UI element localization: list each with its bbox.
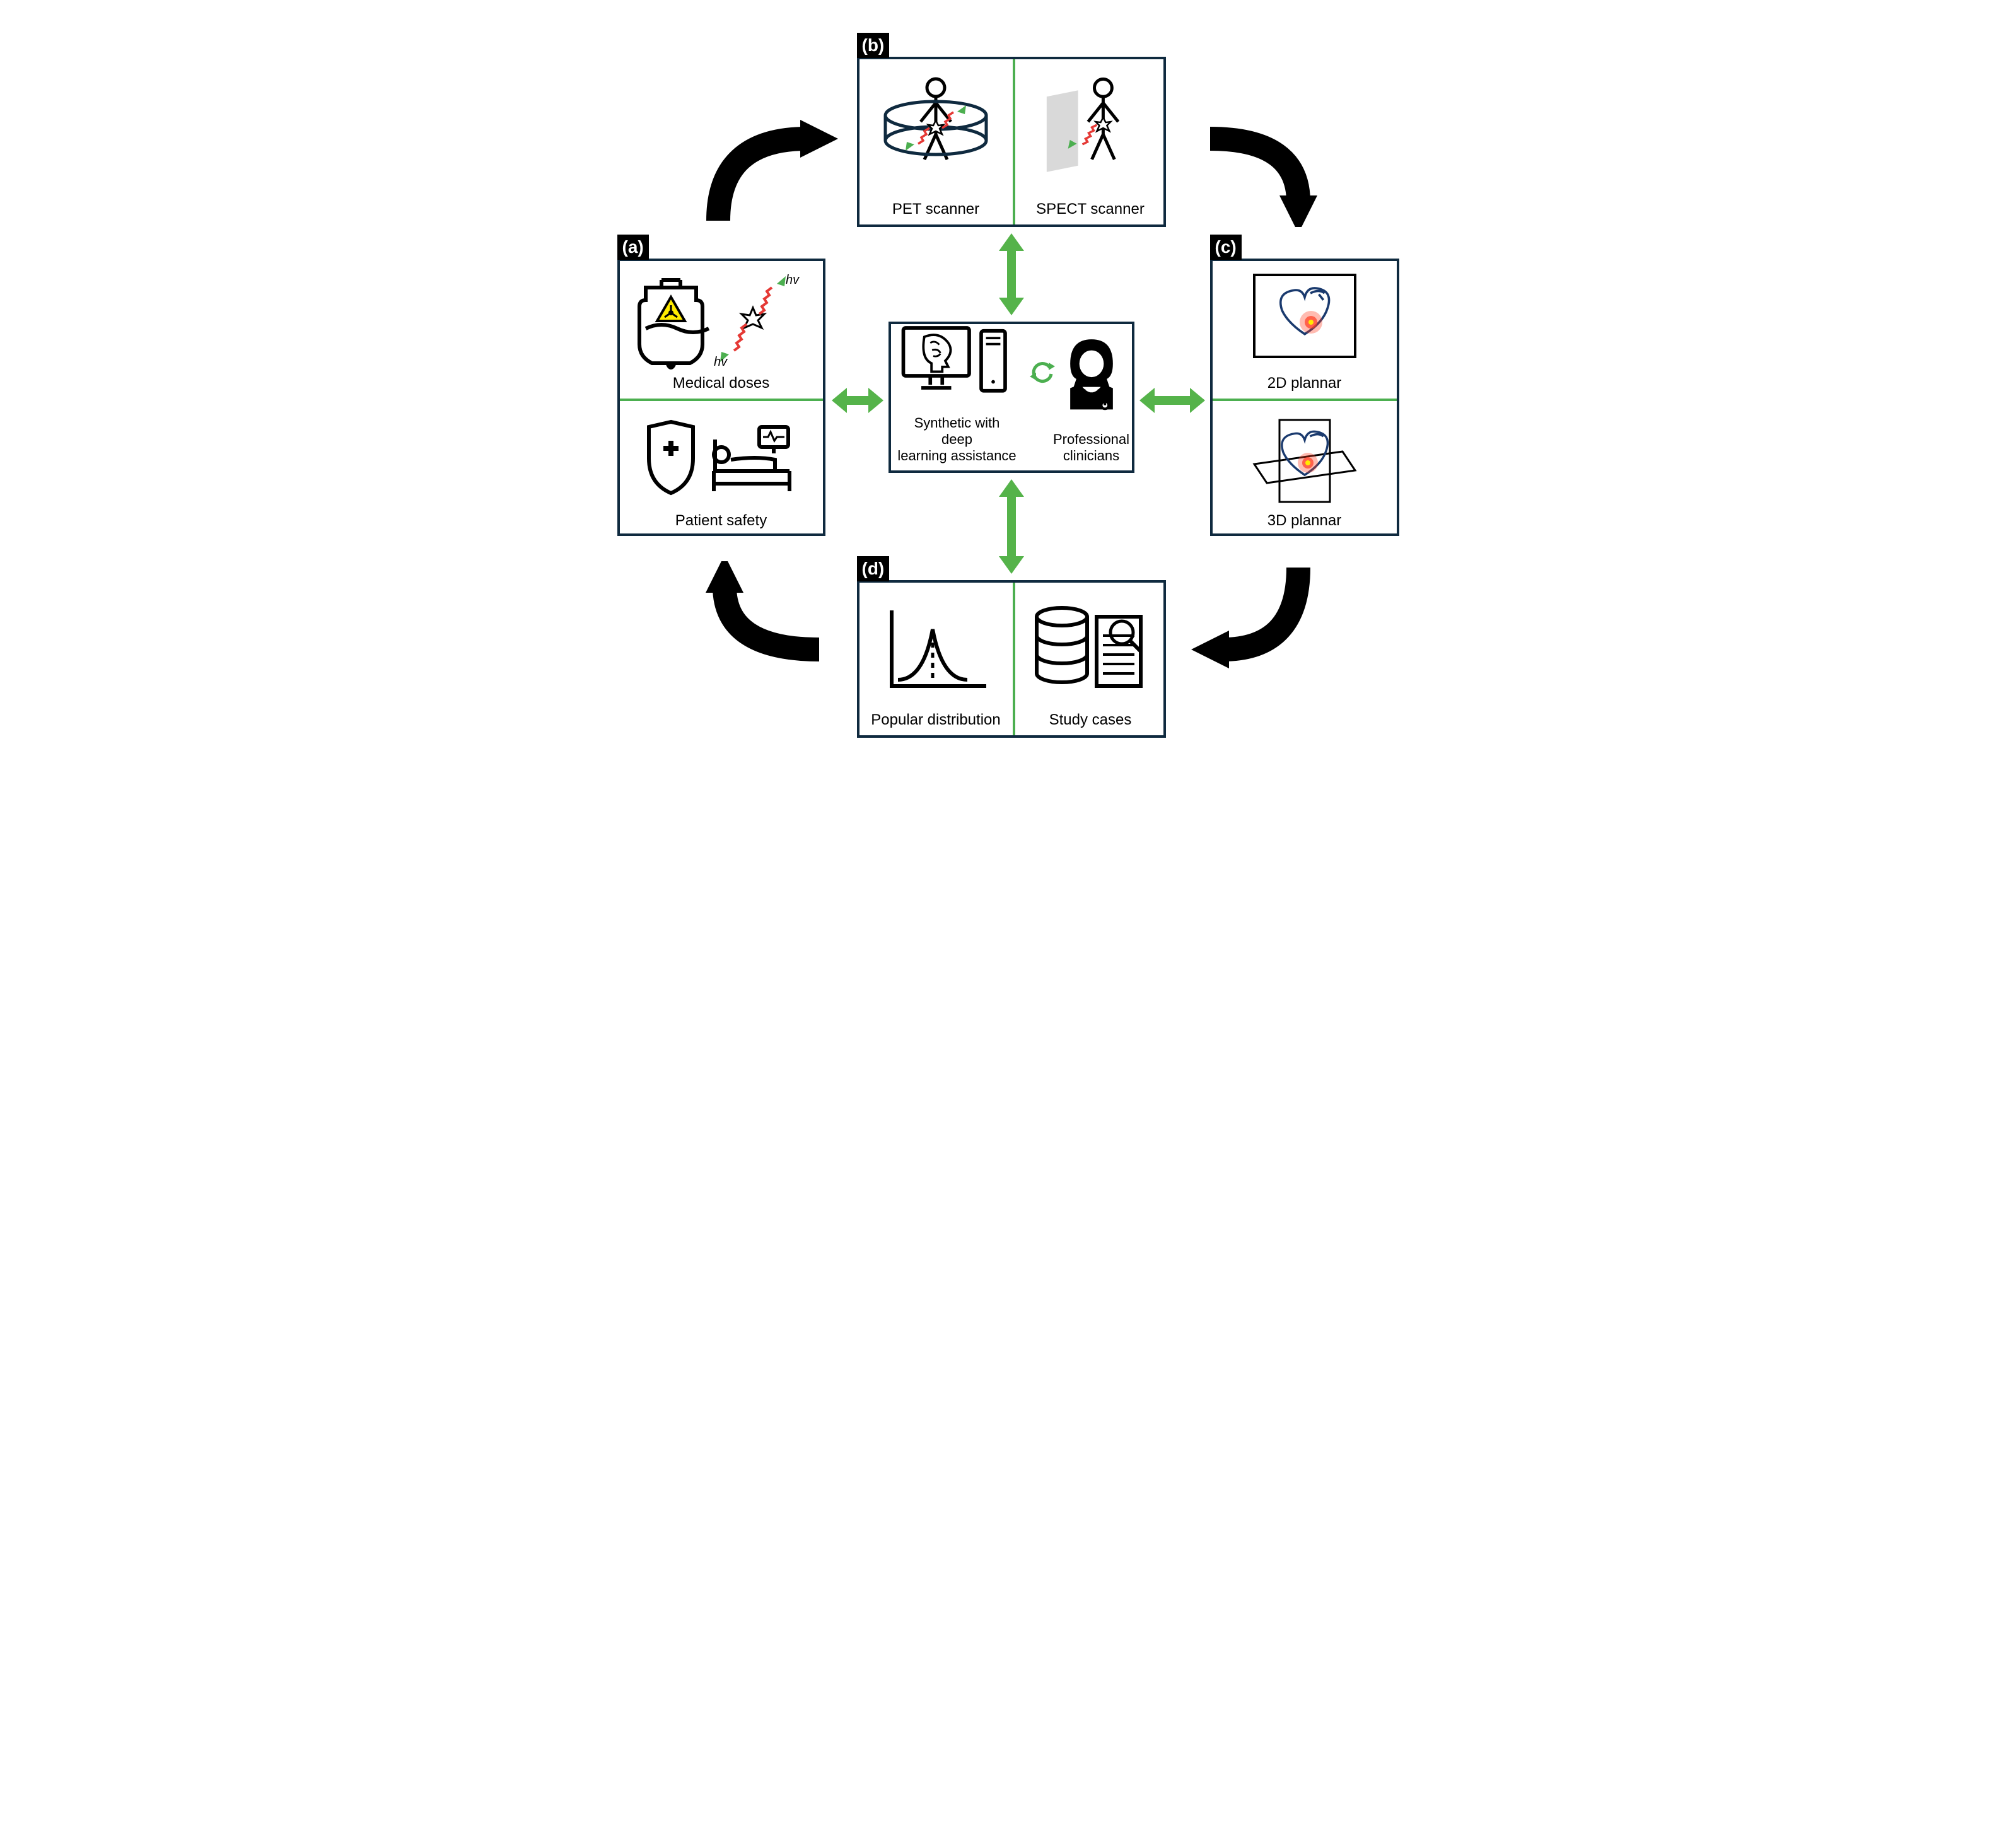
label-3d-plannar: 3D plannar xyxy=(1267,512,1341,530)
label-medical-doses: Medical doses xyxy=(673,375,769,392)
panel-tag-d: (d) xyxy=(857,556,890,581)
flow-arrow-c-d xyxy=(1185,561,1324,687)
patient-safety-icon xyxy=(626,407,817,508)
panel-d: Popular distribution xyxy=(857,580,1166,738)
label-synthetic-dl: Synthetic with deep learning assistance xyxy=(897,415,1017,464)
cell-clinicians: Professional clinicians xyxy=(1049,324,1134,470)
distribution-icon xyxy=(866,589,1006,708)
diagram-canvas: (a) xyxy=(605,25,1412,757)
label-clinicians: Professional clinicians xyxy=(1053,431,1129,464)
panel-center: Synthetic with deep learning assistance xyxy=(889,322,1134,473)
dbl-arrow-top xyxy=(996,233,1027,315)
study-cases-icon xyxy=(1022,589,1160,708)
cell-2d-plannar: 2D plannar xyxy=(1213,261,1397,399)
cell-pet-scanner: PET scanner xyxy=(859,59,1013,224)
cell-study-cases: Study cases xyxy=(1015,583,1166,735)
label-pet-scanner: PET scanner xyxy=(892,201,979,218)
label-2d-plannar: 2D plannar xyxy=(1267,375,1341,392)
panel-a: hv hv Medical doses xyxy=(617,259,825,536)
svg-text:hv: hv xyxy=(786,273,800,287)
cell-patient-safety: Patient safety xyxy=(620,401,823,536)
cell-medical-doses: hv hv Medical doses xyxy=(620,261,823,399)
label-patient-safety: Patient safety xyxy=(675,512,767,530)
panel-tag-a: (a) xyxy=(617,235,649,260)
cell-popular-distribution: Popular distribution xyxy=(859,583,1013,735)
label-popular-distribution: Popular distribution xyxy=(871,711,1000,729)
spect-scanner-icon xyxy=(1022,66,1160,197)
computer-ai-icon xyxy=(897,317,1017,411)
3d-plannar-icon xyxy=(1219,407,1390,508)
dbl-arrow-bottom xyxy=(996,479,1027,574)
panel-c: 2D plannar xyxy=(1210,259,1399,536)
cell-3d-plannar: 3D plannar xyxy=(1213,401,1397,536)
label-spect-scanner: SPECT scanner xyxy=(1036,201,1145,218)
2d-plannar-icon xyxy=(1219,267,1390,371)
pet-scanner-icon xyxy=(866,66,1006,197)
flow-arrow-b-c xyxy=(1185,101,1324,227)
cell-synthetic-dl: Synthetic with deep learning assistance xyxy=(891,324,1023,470)
dbl-arrow-right xyxy=(1139,385,1205,416)
medical-doses-icon: hv hv xyxy=(626,267,817,371)
svg-text:hv: hv xyxy=(714,355,728,369)
clinician-icon xyxy=(1055,330,1128,428)
cell-spect-scanner: SPECT scanner xyxy=(1015,59,1166,224)
flow-arrow-a-b xyxy=(699,101,838,227)
flow-arrow-d-a xyxy=(699,561,838,687)
label-study-cases: Study cases xyxy=(1049,711,1132,729)
panel-b: PET scanner xyxy=(857,57,1166,227)
panel-tag-c: (c) xyxy=(1210,235,1242,260)
dbl-arrow-left xyxy=(832,385,883,416)
panel-tag-b: (b) xyxy=(857,33,890,58)
